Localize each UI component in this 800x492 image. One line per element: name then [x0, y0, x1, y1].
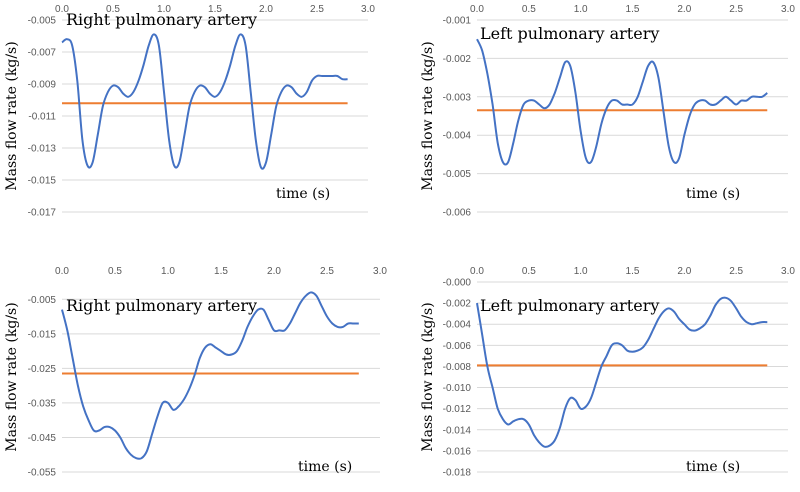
y-tick-label: -0.007 [28, 48, 57, 59]
x-tick-label: 0.0 [55, 4, 69, 15]
y-tick-label: -0.000 [443, 278, 472, 289]
panel-right-pulmonary-bottom: -0.005 -0.015 -0.025 -0.035 -0.045 -0.055 0.0 0… [4, 266, 387, 479]
x-tick-label: 3.0 [781, 4, 795, 15]
y-tick-label: -0.005 [28, 295, 57, 306]
y-tick-label: -0.017 [28, 208, 57, 219]
y-tick-label: -0.004 [443, 131, 472, 142]
series-line [61, 291, 359, 460]
y-tick-label: -0.010 [443, 383, 472, 394]
series-line [476, 296, 768, 448]
y-tick-label: -0.012 [443, 404, 472, 415]
chart-title: Right pulmonary artery [66, 296, 257, 315]
y-tick-label: -0.008 [443, 362, 472, 373]
y-axis-label: Mass flow rate (kg/s) [4, 41, 20, 190]
y-tick-label: -0.002 [443, 54, 472, 65]
y-tick-label: -0.014 [443, 425, 472, 436]
y-tick-label: -0.006 [443, 208, 472, 219]
x-tick-label: 0.5 [106, 4, 120, 15]
series-line [476, 38, 768, 166]
y-axis-label: Mass flow rate (kg/s) [4, 302, 20, 451]
y-tick-label: -0.055 [28, 468, 57, 479]
x-tick-label: 0.0 [470, 266, 484, 277]
x-tick-label: 3.0 [373, 266, 387, 277]
panel-right-pulmonary-top: -0.005 -0.007 -0.009 -0.011 -0.013 -0.015 -0.0… [4, 4, 375, 219]
panel-left-pulmonary-top: -0.001 -0.002 -0.003 -0.004 -0.005 -0.006 0.0 0… [420, 4, 795, 219]
chart-title: Left pulmonary artery [480, 296, 659, 315]
x-axis-label: time (s) [298, 459, 352, 475]
x-tick-label: 1.0 [574, 266, 588, 277]
x-tick-label: 2.5 [320, 266, 334, 277]
x-tick-label: 3.0 [361, 4, 375, 15]
x-tick-label: 3.0 [781, 266, 795, 277]
x-tick-label: 2.0 [677, 4, 691, 15]
x-tick-label: 1.5 [626, 266, 640, 277]
y-tick-label: -0.025 [28, 364, 57, 375]
y-tick-label: -0.035 [28, 398, 57, 409]
x-tick-label: 0.5 [522, 4, 536, 15]
x-axis-label: time (s) [686, 459, 740, 475]
x-tick-label: 1.0 [161, 266, 175, 277]
y-tick-label: -0.015 [28, 329, 57, 340]
y-tick-label: -0.005 [443, 169, 472, 180]
x-axis-label: time (s) [276, 186, 330, 202]
panel-left-pulmonary-bottom: -0.000 -0.002 -0.004 -0.006 -0.008 -0.010 -0.0… [420, 266, 795, 479]
x-tick-label: 2.5 [729, 266, 743, 277]
x-axis-label: time (s) [686, 186, 740, 202]
x-tick-label: 1.5 [214, 266, 228, 277]
x-tick-label: 1.0 [157, 4, 171, 15]
x-tick-label: 1.5 [626, 4, 640, 15]
x-tick-label: 2.0 [267, 266, 281, 277]
y-axis-label: Mass flow rate (kg/s) [420, 302, 436, 451]
x-tick-label: 1.0 [574, 4, 588, 15]
y-tick-label: -0.016 [443, 446, 472, 457]
chart-title: Left pulmonary artery [480, 24, 659, 43]
x-tick-label: 0.0 [470, 4, 484, 15]
y-axis-label: Mass flow rate (kg/s) [420, 41, 436, 190]
chart-title: Right pulmonary artery [66, 10, 257, 29]
y-tick-label: -0.005 [28, 16, 57, 27]
x-tick-label: 0.0 [55, 266, 69, 277]
y-tick-label: -0.001 [443, 16, 472, 27]
y-tick-label: -0.006 [443, 341, 472, 352]
y-tick-label: -0.011 [28, 112, 56, 123]
y-tick-label: -0.003 [443, 92, 472, 103]
x-tick-label: 0.5 [108, 266, 122, 277]
y-tick-label: -0.009 [28, 80, 57, 91]
x-tick-label: 0.5 [522, 266, 536, 277]
series-line [61, 33, 348, 170]
x-tick-label: 2.0 [677, 266, 691, 277]
x-tick-label: 2.5 [310, 4, 324, 15]
y-tick-label: -0.013 [28, 144, 57, 155]
x-tick-label: 2.0 [259, 4, 273, 15]
x-tick-label: 2.5 [729, 4, 743, 15]
x-tick-label: 1.5 [208, 4, 222, 15]
y-tick-label: -0.018 [443, 468, 472, 479]
y-tick-label: -0.002 [443, 299, 472, 310]
y-tick-label: -0.015 [28, 176, 57, 187]
y-tick-label: -0.004 [443, 320, 472, 331]
y-tick-label: -0.045 [28, 433, 57, 444]
